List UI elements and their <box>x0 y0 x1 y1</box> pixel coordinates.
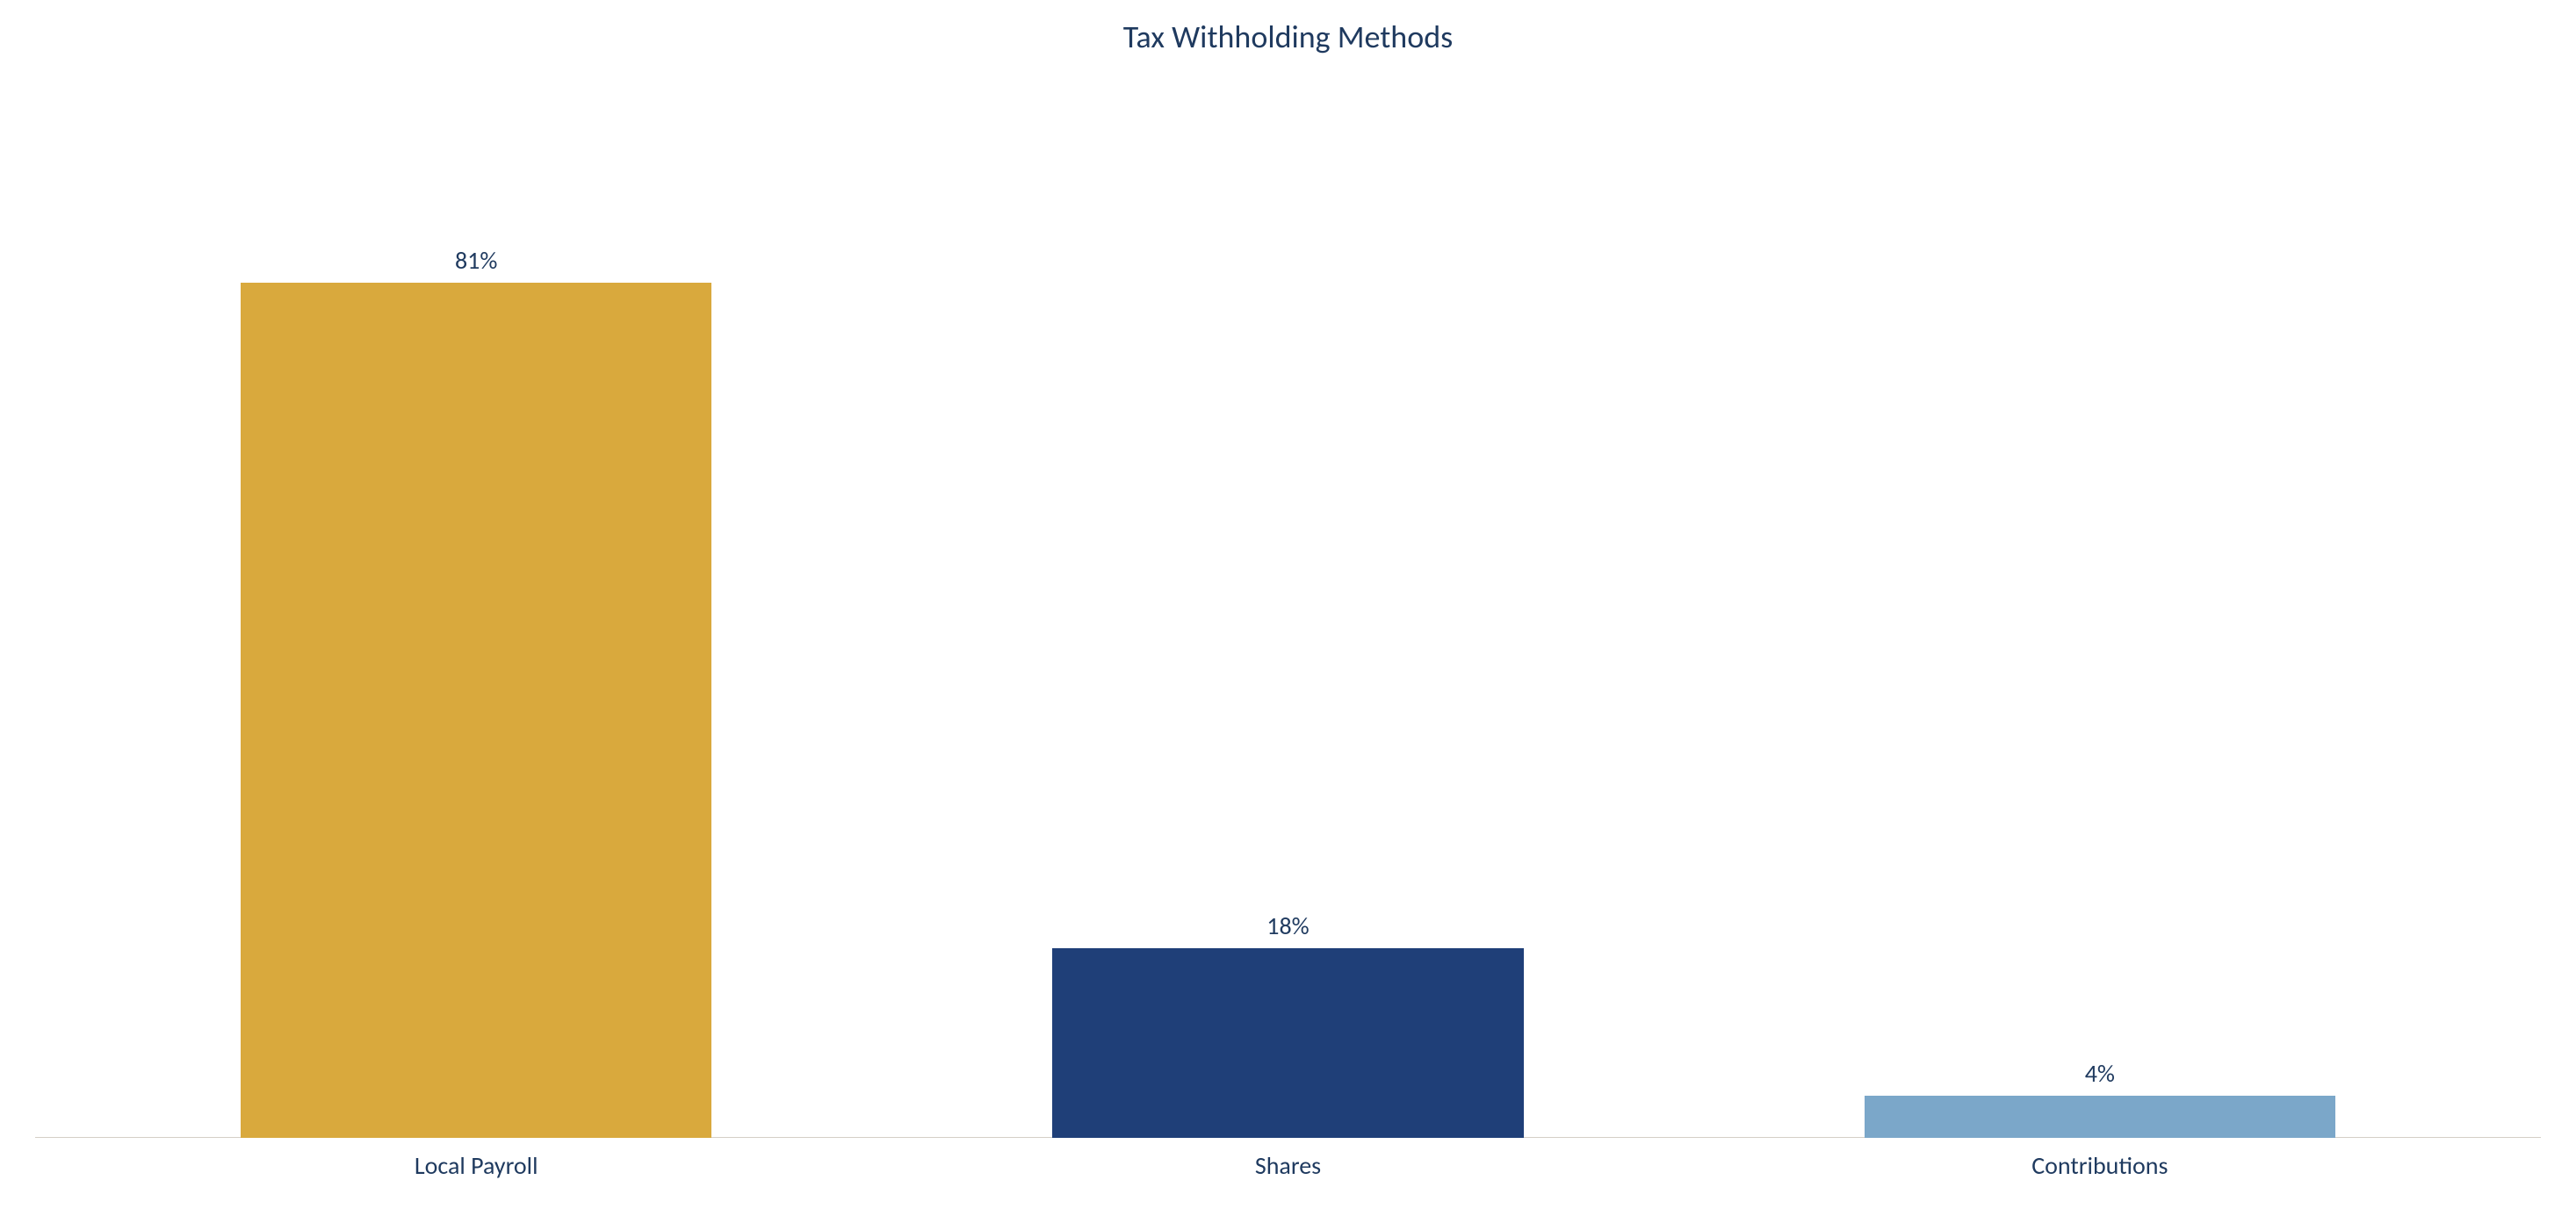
bar-value-label: 4% <box>2085 1058 2115 1089</box>
x-label-2: Contributions <box>1694 1150 2506 1181</box>
bar-value-label: 81% <box>455 245 497 276</box>
x-label-0: Local Payroll <box>70 1150 882 1181</box>
x-label-1: Shares <box>882 1150 1693 1181</box>
bar-0 <box>241 283 711 1138</box>
plot-area: 81% 18% 4% <box>35 83 2541 1138</box>
chart-title: Tax Withholding Methods <box>35 18 2541 56</box>
bar-1 <box>1052 948 1523 1138</box>
bar-2 <box>1865 1096 2335 1138</box>
x-axis-labels: Local Payroll Shares Contributions <box>35 1150 2541 1181</box>
bar-group-1: 18% <box>882 83 1693 1138</box>
bar-value-label: 18% <box>1266 910 1309 941</box>
bar-group-0: 81% <box>70 83 882 1138</box>
bar-chart: Tax Withholding Methods 81% 18% 4% Local… <box>0 0 2576 1216</box>
bar-group-2: 4% <box>1694 83 2506 1138</box>
